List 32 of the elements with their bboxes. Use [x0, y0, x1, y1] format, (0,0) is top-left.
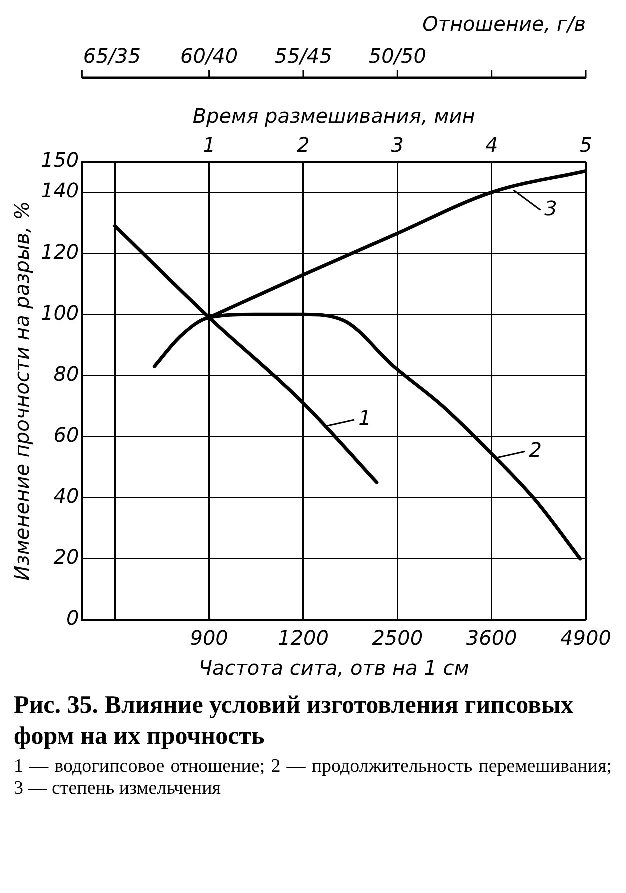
legend-label: 3 [544, 196, 558, 220]
text: Отношение, г/в [422, 12, 586, 36]
text: 2500 [372, 626, 424, 650]
x-tick-label: 4 [485, 133, 498, 158]
y-tick-label: 140 [40, 178, 80, 203]
x-tick-label: 2 [297, 133, 310, 158]
y-tick-label: 120 [40, 240, 80, 264]
x-tick-label: 3 [391, 133, 404, 158]
y-tick-label: 150 [40, 148, 80, 172]
legend-label: 1 [358, 406, 372, 430]
text: 55/45 [274, 44, 332, 68]
text: 65/35 [83, 44, 141, 68]
text: 4900 [560, 626, 612, 650]
text: Частота сита, отв на 1 см [198, 656, 470, 680]
y-tick-label: 40 [54, 484, 80, 508]
text: 60/40 [180, 44, 238, 68]
text: 3600 [466, 626, 518, 650]
text: 1200 [278, 626, 329, 650]
text: 50/50 [368, 44, 426, 68]
text: Рис. 35. Влияние условий изготовления гипсовых форм на их прочность [14, 691, 575, 752]
text: 1 — водогипсовое отношение; 2 — продолжительность перемешивания; 3 — степень измельчения [14, 756, 612, 800]
y-tick-label: 80 [54, 362, 80, 386]
x-tick-label: 5 [580, 133, 592, 158]
x-axis-title: Время размешивания, мин [192, 104, 476, 128]
y-tick-label: 100 [40, 300, 80, 325]
text: 900 [190, 626, 228, 650]
x-tick-label: 1 [202, 133, 216, 158]
y-tick-label: 0 [66, 606, 80, 630]
y-tick-label: 20 [54, 545, 80, 570]
y-tick-label: 60 [54, 423, 80, 448]
legend-label: 2 [529, 438, 542, 462]
y-axis-title: Изменение прочности на разрыв, % [10, 201, 34, 581]
